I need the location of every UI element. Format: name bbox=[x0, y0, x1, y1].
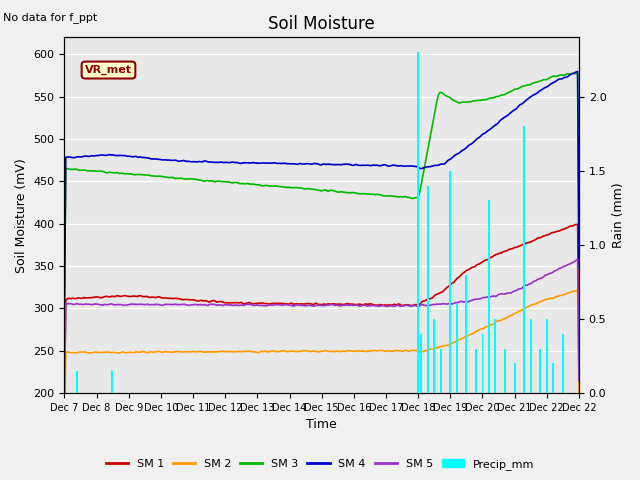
Bar bbox=[530, 319, 532, 393]
Bar bbox=[514, 363, 516, 393]
Bar bbox=[440, 348, 442, 393]
Bar bbox=[456, 304, 458, 393]
Text: No data for f_ppt: No data for f_ppt bbox=[3, 12, 97, 23]
Bar bbox=[481, 334, 483, 393]
Bar bbox=[427, 186, 429, 393]
Bar bbox=[546, 319, 548, 393]
Bar bbox=[76, 371, 77, 393]
Bar bbox=[433, 319, 435, 393]
Bar bbox=[504, 348, 506, 393]
Bar bbox=[417, 52, 419, 393]
Bar bbox=[552, 363, 554, 393]
Y-axis label: Rain (mm): Rain (mm) bbox=[612, 182, 625, 248]
Bar bbox=[449, 171, 451, 393]
Bar bbox=[488, 201, 490, 393]
Bar bbox=[111, 371, 113, 393]
Text: VR_met: VR_met bbox=[85, 65, 132, 75]
X-axis label: Time: Time bbox=[307, 419, 337, 432]
Bar bbox=[562, 334, 564, 393]
Legend: SM 1, SM 2, SM 3, SM 4, SM 5, Precip_mm: SM 1, SM 2, SM 3, SM 4, SM 5, Precip_mm bbox=[101, 455, 539, 474]
Bar bbox=[494, 319, 496, 393]
Title: Soil Moisture: Soil Moisture bbox=[268, 15, 375, 33]
Y-axis label: Soil Moisture (mV): Soil Moisture (mV) bbox=[15, 158, 28, 273]
Bar bbox=[475, 348, 477, 393]
Bar bbox=[524, 126, 525, 393]
Bar bbox=[420, 334, 422, 393]
Bar bbox=[540, 348, 541, 393]
Bar bbox=[465, 275, 467, 393]
